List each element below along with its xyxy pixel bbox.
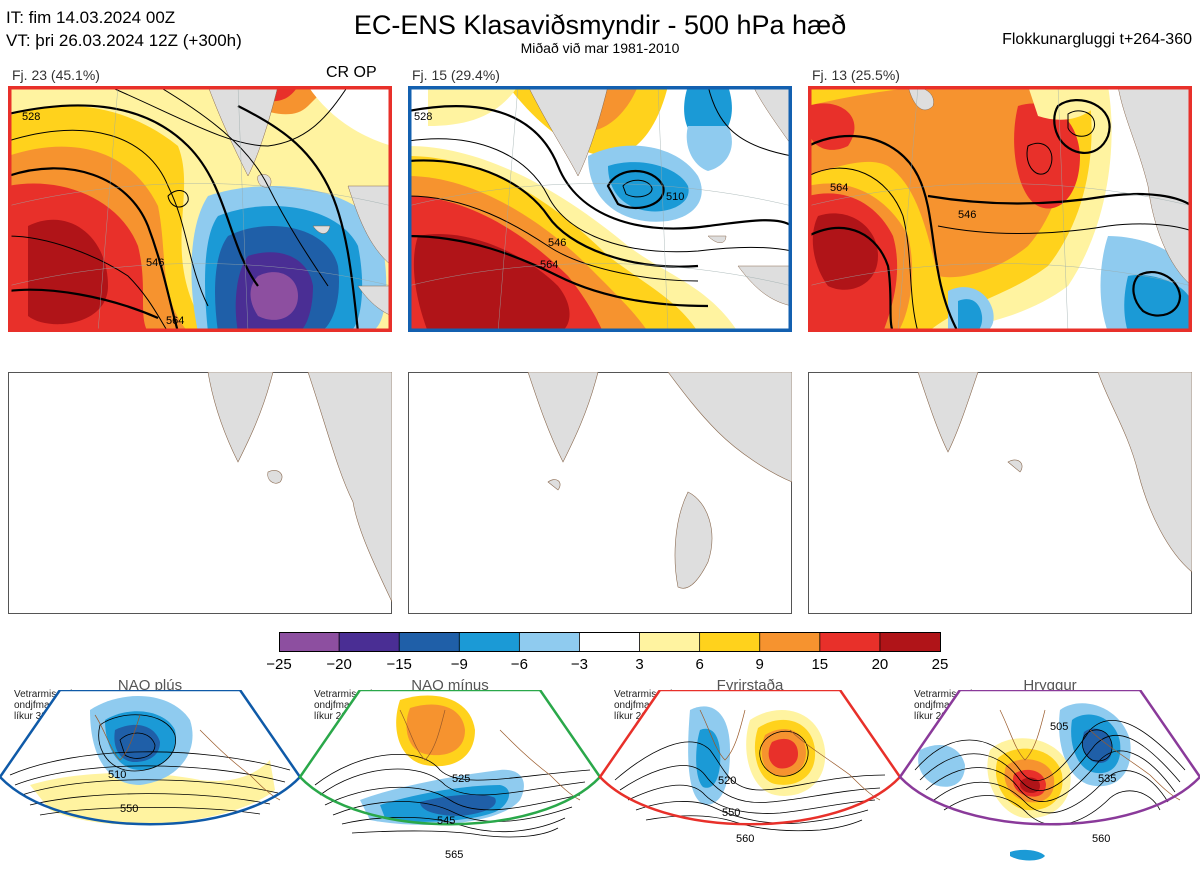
colorbar-cell — [879, 632, 941, 652]
anomaly-fill — [808, 86, 1192, 332]
regime-contour-label: 550 — [120, 803, 138, 815]
regime-contour-label: 560 — [1092, 833, 1110, 845]
colorbar-tick-label: 3 — [635, 656, 644, 673]
cluster-1-label: Fj. 23 (45.1%) — [12, 67, 100, 83]
blank-map-3 — [808, 372, 1192, 614]
regime-season: Vetrarmisseri — [914, 689, 973, 700]
land-mask — [907, 86, 1192, 287]
regime-contour-label: 560 — [736, 833, 754, 845]
colorbar-tick-label: −3 — [570, 656, 589, 673]
land-mask — [917, 372, 1192, 573]
regime-map-nao-minus: 525 545 565 — [298, 690, 602, 861]
regime-map-blocking: 520 550 560 — [598, 690, 902, 845]
classification-window: Flokkunargluggi t+264-360 — [1002, 31, 1192, 48]
page-title: EC-ENS Klasaviðsmyndir - 500 hPa hæð — [353, 10, 847, 40]
land-mask — [527, 86, 792, 307]
regime-season: Vetrarmisseri — [14, 689, 73, 700]
cluster-1-frame — [8, 86, 392, 332]
colorbar-tick-label: 6 — [695, 656, 704, 673]
regime-prob: líkur 21,4% — [314, 711, 365, 722]
anomaly-colorbar — [279, 632, 941, 652]
regime-maps: 510 550 525 545 565 — [0, 690, 1200, 861]
colorbar-cell — [759, 632, 821, 652]
regime-probability: Vetrarmisseri ondjfma líkur 32,3% — [14, 689, 72, 722]
regime-prob: líkur 26,1% — [614, 711, 665, 722]
regime-mean: ondjfma — [914, 700, 950, 711]
cluster-2-label: Fj. 15 (29.4%) — [412, 67, 500, 83]
valid-time: VT: þri 26.03.2024 12Z (+300h) — [6, 31, 242, 50]
colorbar-tick-label: −20 — [326, 656, 352, 673]
colorbar-cell — [518, 632, 581, 652]
cluster-3-map: 546 564 — [808, 86, 1192, 332]
land-mask — [207, 372, 392, 603]
colorbar-tick-label: −6 — [510, 656, 528, 673]
regime-map-ridge: 505 535 560 — [898, 690, 1200, 861]
regime-contour-label: 535 — [1098, 773, 1116, 785]
contour-label-1: 546 — [958, 209, 976, 221]
regime-probability: Vetrarmisseri ondjfma líkur 26,1% — [614, 689, 672, 722]
colorbar-tick-label: −15 — [386, 656, 412, 673]
land-mask — [207, 86, 392, 317]
blank-map-1 — [8, 372, 392, 614]
contour-label-3: 564 — [540, 259, 558, 271]
header-times: IT: fim 14.03.2024 00Z VT: þri 26.03.202… — [6, 6, 242, 52]
colorbar-cell — [279, 632, 340, 652]
contour-label-3: 564 — [166, 315, 184, 327]
contour-label-2: 546 — [548, 237, 566, 249]
colorbar-cell — [639, 632, 701, 652]
regime-contour-label: 565 — [445, 849, 463, 861]
contour-label-2: 564 — [830, 182, 848, 194]
regime-map-nao-plus: 510 550 — [0, 690, 302, 826]
regime-prob: líkur 32,3% — [14, 711, 65, 722]
colorbar-cell — [699, 632, 761, 652]
regime-contour-label: 520 — [718, 775, 736, 787]
cluster-3-label: Fj. 13 (25.5%) — [812, 67, 900, 83]
contour-label-1: 528 — [22, 111, 40, 123]
lat-lon-grid — [8, 86, 392, 332]
height-contours — [408, 86, 792, 308]
lat-lon-grid — [408, 86, 792, 332]
colorbar-tick-label: −25 — [266, 656, 292, 673]
regime-probability: Vetrarmisseri ondjfma líkur 20,2% — [914, 689, 972, 722]
contour-label-4: 510 — [666, 191, 684, 203]
colorbar-tick-label: 15 — [811, 656, 829, 673]
contour-label-1: 528 — [414, 111, 432, 123]
colorbar-tick-label: 25 — [931, 656, 949, 673]
colorbar-cell — [458, 632, 521, 652]
anomaly-fill — [8, 86, 392, 332]
colorbar-cell — [819, 632, 881, 652]
cluster-1-map: 528 546 564 — [8, 86, 392, 332]
page-subtitle: Miðað við mar 1981-2010 — [520, 40, 680, 56]
cluster-2-frame — [408, 86, 792, 332]
init-time: IT: fim 14.03.2024 00Z — [6, 8, 176, 27]
colorbar-tick-label: −9 — [450, 656, 468, 673]
regime-probability: Vetrarmisseri ondjfma líkur 21,4% — [314, 689, 372, 722]
regime-mean: ondjfma — [314, 700, 350, 711]
regime-contour-label: 550 — [722, 807, 740, 819]
regime-contour-label: 545 — [437, 815, 455, 827]
regime-mean: ondjfma — [614, 700, 650, 711]
colorbar-tick-label: 20 — [871, 656, 889, 673]
colorbar-tick-label: 9 — [755, 656, 764, 673]
regime-prob: líkur 20,2% — [914, 711, 965, 722]
regime-season: Vetrarmisseri — [314, 689, 373, 700]
colorbar-cell — [579, 632, 641, 652]
height-contours — [8, 86, 360, 332]
colorbar-cell — [338, 632, 401, 652]
regime-season: Vetrarmisseri — [614, 689, 673, 700]
regime-mean: ondjfma — [14, 700, 50, 711]
height-contours — [808, 99, 1192, 332]
cluster-2-map: 528 546 564 510 — [408, 86, 792, 332]
lat-lon-grid — [808, 86, 1192, 332]
colorbar-cell — [398, 632, 461, 652]
contour-label-2: 546 — [146, 257, 164, 269]
blank-map-2 — [408, 372, 792, 614]
land-mask — [527, 372, 792, 589]
regime-contour-label: 510 — [108, 769, 126, 781]
cluster-3-frame — [808, 86, 1192, 332]
regime-contour-label: 505 — [1050, 721, 1068, 733]
cluster-1-badge: CR OP — [326, 64, 377, 81]
regime-contour-label: 525 — [452, 773, 470, 785]
